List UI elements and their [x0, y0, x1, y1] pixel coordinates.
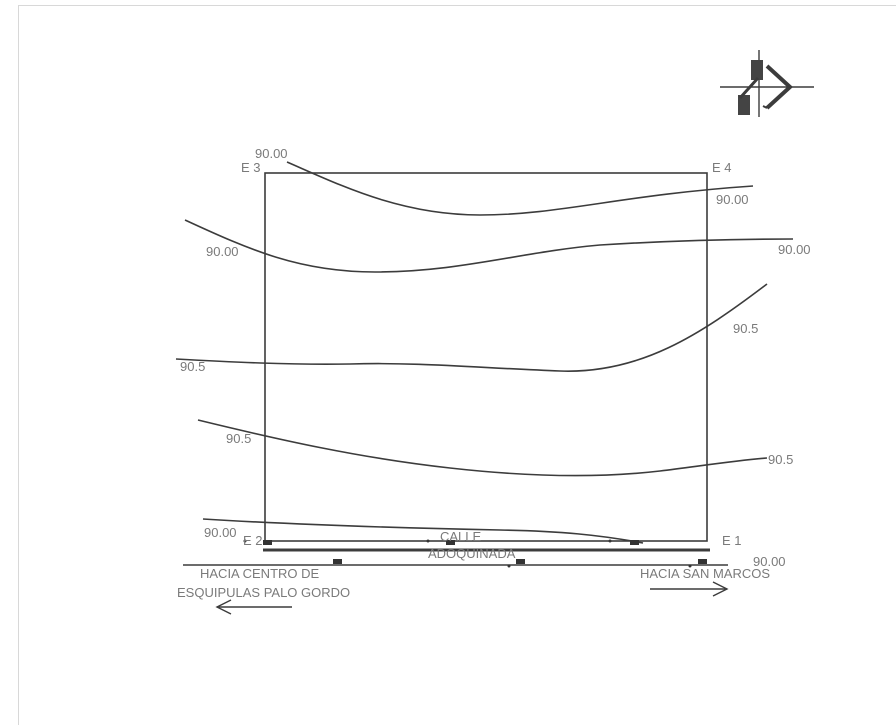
street-markers: [243, 539, 707, 568]
drawing-frame: [18, 5, 896, 725]
direction-left-line2: ESQUIPULAS PALO GORDO: [177, 585, 350, 600]
elevation-label: 90.00: [204, 525, 237, 540]
arrow-right-icon: [650, 581, 729, 597]
corner-label-e4: E 4: [712, 160, 732, 175]
elevation-label: 90.00: [778, 242, 811, 257]
contour-line-5: [202, 518, 644, 544]
contour-line-4: [197, 419, 768, 477]
street-name-line2: ADOQUINADA: [428, 546, 516, 561]
street-name-line1: CALLE: [440, 529, 482, 544]
elevation-label: 90.00: [716, 192, 749, 207]
elevation-label: 90.5: [733, 321, 758, 336]
direction-left-line1: HACIA CENTRO DE: [200, 566, 320, 581]
contour-line-3: [175, 283, 768, 372]
contour-line-1: [286, 161, 754, 216]
elevation-label: 90.5: [180, 359, 205, 374]
elevation-label: 90.5: [226, 431, 251, 446]
arrow-left-icon: [215, 599, 292, 615]
elevation-label: 90.5: [768, 452, 793, 467]
elevation-label: 90.00: [753, 554, 786, 569]
corner-label-e1: E 1: [722, 533, 742, 548]
corner-label-e2: E 2: [243, 533, 263, 548]
elevation-label: 90.00: [206, 244, 239, 259]
elevation-label: 90.00: [255, 146, 288, 161]
contour-line-2: [184, 219, 794, 273]
corner-label-e3: E 3: [241, 160, 261, 175]
north-arrow-icon: [720, 50, 814, 117]
property-boundary: [264, 172, 708, 542]
direction-right-label: HACIA SAN MARCOS: [640, 566, 770, 581]
